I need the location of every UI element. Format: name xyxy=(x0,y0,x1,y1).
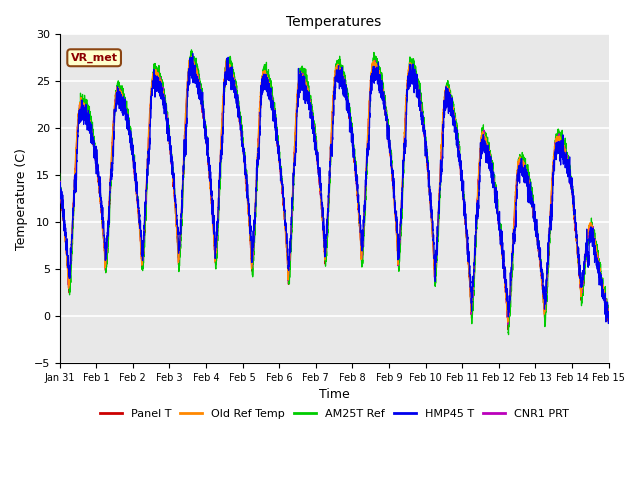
X-axis label: Time: Time xyxy=(319,388,349,401)
Y-axis label: Temperature (C): Temperature (C) xyxy=(15,148,28,250)
Text: VR_met: VR_met xyxy=(70,53,118,63)
Title: Temperatures: Temperatures xyxy=(287,15,381,29)
Legend: Panel T, Old Ref Temp, AM25T Ref, HMP45 T, CNR1 PRT: Panel T, Old Ref Temp, AM25T Ref, HMP45 … xyxy=(95,404,573,423)
